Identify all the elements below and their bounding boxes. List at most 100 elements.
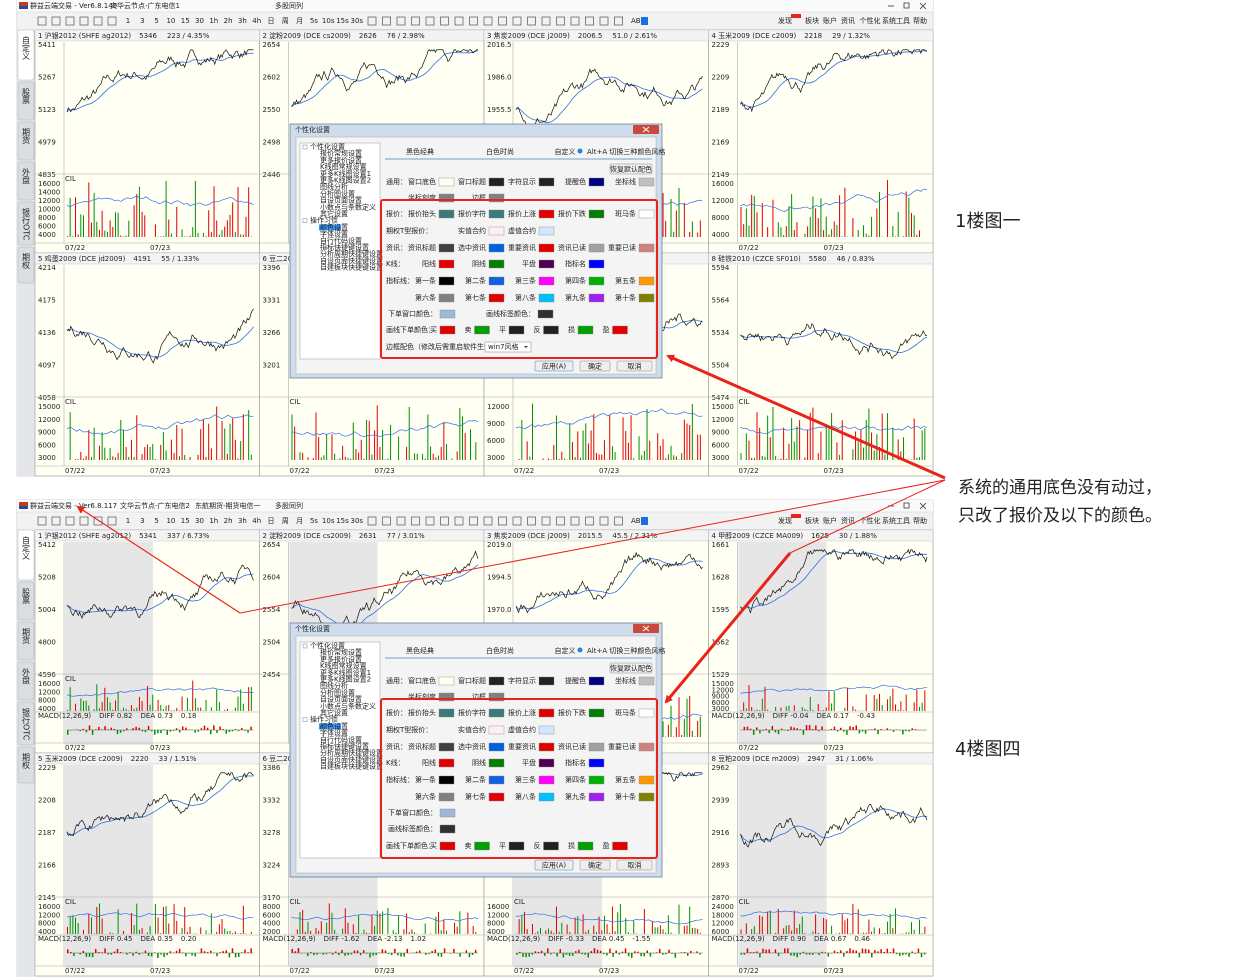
color-scheme-tab[interactable]: 自定义 — [555, 646, 576, 655]
dialog-button-label[interactable]: 确定 — [588, 362, 602, 371]
color-swatch[interactable] — [588, 243, 605, 253]
menu-item[interactable]: 资讯 — [841, 16, 855, 25]
toolbar-text[interactable]: ABC — [631, 517, 645, 525]
toolbar-icon[interactable] — [367, 16, 377, 26]
timeframe-button[interactable]: 3 — [140, 517, 144, 525]
color-swatch[interactable] — [438, 293, 455, 303]
tree-item[interactable]: 颜色设置 — [320, 222, 348, 231]
color-swatch[interactable] — [538, 276, 555, 286]
timeframe-button[interactable]: 30 — [195, 517, 204, 525]
tree-item[interactable]: 其它设置 — [320, 209, 348, 218]
toolbar-icon[interactable] — [411, 16, 420, 26]
color-scheme-tab[interactable]: 白色时尚 — [486, 147, 514, 156]
dialog-button-label[interactable]: 确定 — [588, 861, 602, 870]
toolbar-icon[interactable] — [425, 16, 435, 26]
color-swatch[interactable] — [537, 309, 554, 319]
tree-item[interactable]: 自建板块快捷键设置 — [320, 762, 383, 771]
tree-item[interactable]: 个性化设置 — [310, 142, 345, 151]
side-tab[interactable] — [17, 201, 35, 246]
timeframe-button[interactable]: 10 — [166, 517, 175, 525]
timeframe-button[interactable]: 30s — [351, 517, 364, 525]
tree-item[interactable]: 分析图设置 — [320, 688, 355, 697]
color-swatch[interactable] — [638, 708, 655, 718]
color-swatch[interactable] — [577, 325, 594, 335]
tree-item[interactable]: 分析图设置 — [320, 189, 355, 198]
tree-item[interactable]: 自行代码设置 — [320, 735, 362, 744]
color-swatch[interactable] — [538, 676, 555, 686]
toolbar-icon[interactable] — [498, 16, 507, 26]
tree-item[interactable]: 更多报价设置 — [320, 654, 362, 663]
tree-item[interactable]: 指标快捷键设置 — [320, 742, 369, 751]
timeframe-button[interactable]: 3 — [140, 17, 144, 25]
dialog-button[interactable] — [534, 859, 574, 871]
tree-item[interactable]: 自设页面快捷键设置 — [320, 256, 383, 265]
tree-item[interactable]: 小数点与条数定义 — [320, 202, 376, 211]
color-swatch[interactable] — [638, 775, 655, 785]
tree-item[interactable]: 更多K线图设置2 — [320, 176, 371, 185]
side-tab[interactable] — [17, 81, 35, 121]
tree-toggle[interactable] — [302, 144, 308, 150]
tree-item[interactable]: 报价常规设置 — [320, 648, 362, 657]
timeframe-button[interactable]: 30 — [195, 17, 204, 25]
color-swatch[interactable] — [508, 841, 525, 851]
color-swatch[interactable] — [439, 309, 456, 319]
color-swatch[interactable] — [538, 293, 555, 303]
dialog-button[interactable] — [534, 360, 574, 372]
tree-item[interactable]: 小数点与条数定义 — [320, 701, 376, 710]
timeframe-button[interactable]: 月 — [296, 517, 303, 525]
dialog-button-label[interactable]: 应用(A) — [542, 362, 567, 371]
timeframe-button[interactable]: 5 — [154, 517, 158, 525]
tree-item[interactable]: 其它设置 — [320, 708, 348, 717]
side-tab-label[interactable]: 期货 — [22, 628, 31, 645]
toolbar-icon[interactable] — [51, 516, 61, 526]
color-scheme-tab[interactable]: 黑色经典 — [406, 646, 434, 655]
color-swatch[interactable] — [538, 708, 555, 718]
side-tab[interactable] — [17, 621, 35, 661]
tree-item[interactable]: 字体设置 — [320, 728, 348, 737]
timeframe-button[interactable]: 2h — [224, 17, 233, 25]
color-swatch[interactable] — [488, 792, 505, 802]
color-swatch[interactable] — [538, 177, 555, 187]
tree-item[interactable]: 图线分析 — [320, 681, 348, 690]
timeframe-button[interactable]: 4h — [252, 517, 261, 525]
timeframe-button[interactable]: 3h — [238, 17, 247, 25]
color-swatch[interactable] — [488, 226, 505, 236]
color-swatch[interactable] — [438, 209, 455, 219]
timeframe-button[interactable]: 15s — [336, 17, 349, 25]
color-swatch[interactable] — [438, 792, 455, 802]
tree-item[interactable]: 字体设置 — [320, 229, 348, 238]
toolbar-icon[interactable] — [382, 516, 391, 526]
color-swatch[interactable] — [538, 209, 555, 219]
dialog-button-label[interactable]: 取消 — [628, 362, 642, 371]
color-swatch[interactable] — [474, 841, 490, 851]
timeframe-button[interactable]: 10 — [166, 17, 175, 25]
side-tab[interactable] — [17, 746, 35, 784]
color-swatch[interactable] — [638, 276, 655, 286]
side-tab[interactable] — [17, 661, 35, 701]
side-tab[interactable] — [17, 29, 35, 81]
menu-item[interactable]: 个性化 — [860, 16, 881, 25]
color-swatch[interactable] — [488, 758, 505, 768]
toolbar-icon[interactable] — [483, 516, 493, 526]
toolbar-icon[interactable] — [483, 16, 493, 26]
tree-item[interactable]: 报价常规设置 — [320, 149, 362, 158]
tree-item[interactable]: 操作习惯 — [310, 715, 338, 724]
toolbar-icon[interactable] — [411, 516, 420, 526]
side-tab[interactable] — [17, 161, 35, 201]
color-scheme-tab[interactable]: 自定义 — [555, 147, 576, 156]
menu-item[interactable]: 板块 — [805, 516, 819, 525]
side-tab[interactable] — [17, 581, 35, 621]
toolbar-icon[interactable] — [469, 16, 478, 26]
side-tab[interactable] — [17, 246, 35, 284]
timeframe-button[interactable]: 1h — [209, 517, 218, 525]
menu-item[interactable]: 账户 — [823, 516, 837, 525]
color-swatch[interactable] — [438, 775, 455, 785]
toolbar-icon[interactable] — [541, 16, 551, 26]
color-swatch[interactable] — [538, 226, 555, 236]
toolbar-icon[interactable] — [541, 516, 551, 526]
side-tab-label[interactable]: 自定义 — [22, 535, 31, 560]
window-control[interactable] — [919, 2, 927, 10]
toolbar-icon[interactable] — [65, 16, 75, 26]
timeframe-button[interactable]: 1 — [126, 517, 130, 525]
timeframe-button[interactable]: 15 — [181, 517, 190, 525]
